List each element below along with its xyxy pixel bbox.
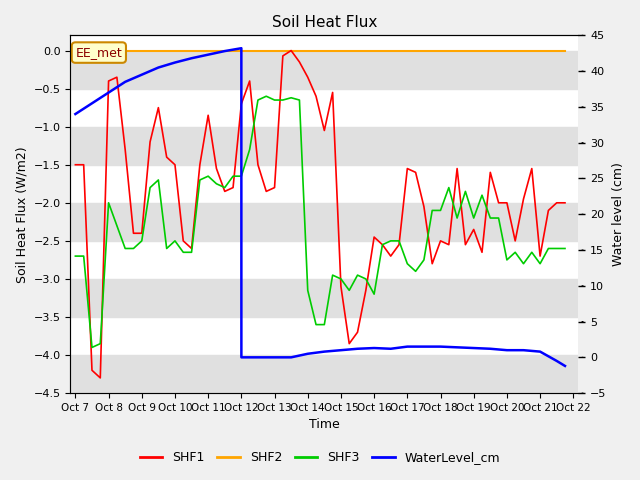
X-axis label: Time: Time (309, 419, 340, 432)
Bar (70, 203, 579, 241)
Legend: SHF1, SHF2, SHF3, WaterLevel_cm: SHF1, SHF2, SHF3, WaterLevel_cm (135, 446, 505, 469)
Bar (70, 127, 579, 165)
Y-axis label: Water level (cm): Water level (cm) (612, 162, 625, 266)
Bar (70, 279, 579, 317)
Text: EE_met: EE_met (76, 46, 122, 59)
Y-axis label: Soil Heat Flux (W/m2): Soil Heat Flux (W/m2) (15, 146, 28, 283)
Bar (70, 355, 579, 393)
Title: Soil Heat Flux: Soil Heat Flux (271, 15, 377, 30)
Bar (70, 50, 579, 89)
